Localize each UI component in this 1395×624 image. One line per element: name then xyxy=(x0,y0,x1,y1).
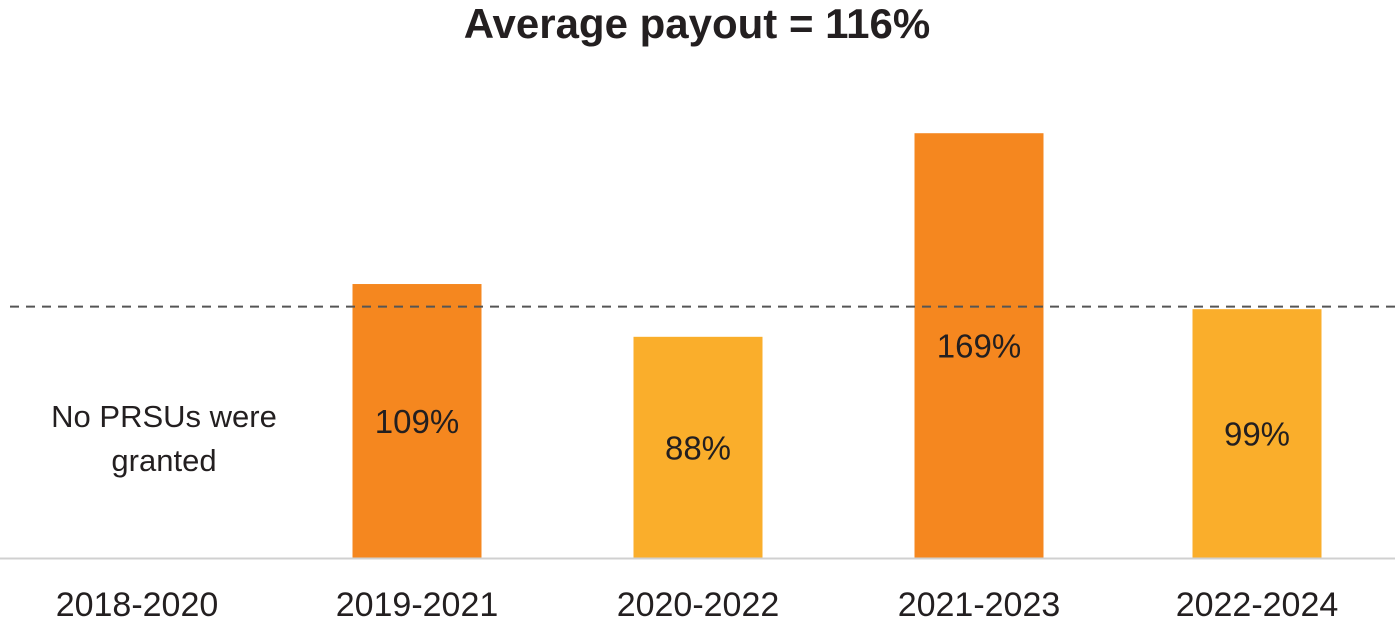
bar-2021-2023 xyxy=(914,133,1044,558)
x-tick-label-2018-2020: 2018-2020 xyxy=(56,586,219,624)
missing-data-note: No PRSUs were granted xyxy=(51,399,277,478)
value-label-2021-2023: 169% xyxy=(937,328,1021,365)
missing-note-line-2: granted xyxy=(111,443,216,478)
missing-note-line-1: No PRSUs were xyxy=(51,399,277,434)
bar-2019-2021 xyxy=(352,284,482,558)
x-tick-label-2019-2021: 2019-2021 xyxy=(336,586,499,624)
x-tick-label-2021-2023: 2021-2023 xyxy=(898,586,1061,624)
value-label-2019-2021: 109% xyxy=(375,403,459,440)
bar-2020-2022 xyxy=(633,336,763,558)
bar-2022-2024 xyxy=(1192,309,1322,558)
x-tick-label-2020-2022: 2020-2022 xyxy=(617,586,780,624)
x-tick-label-2022-2024: 2022-2024 xyxy=(1176,586,1339,624)
chart-title: Average payout = 116% xyxy=(464,0,931,47)
value-label-2022-2024: 99% xyxy=(1224,416,1290,453)
value-labels-group: 109% 88% 169% 99% xyxy=(375,328,1290,467)
bars-group xyxy=(352,133,1322,558)
value-label-2020-2022: 88% xyxy=(665,429,731,466)
x-tick-labels-group: 2018-2020 2019-2021 2020-2022 2021-2023 2022… xyxy=(56,586,1339,624)
